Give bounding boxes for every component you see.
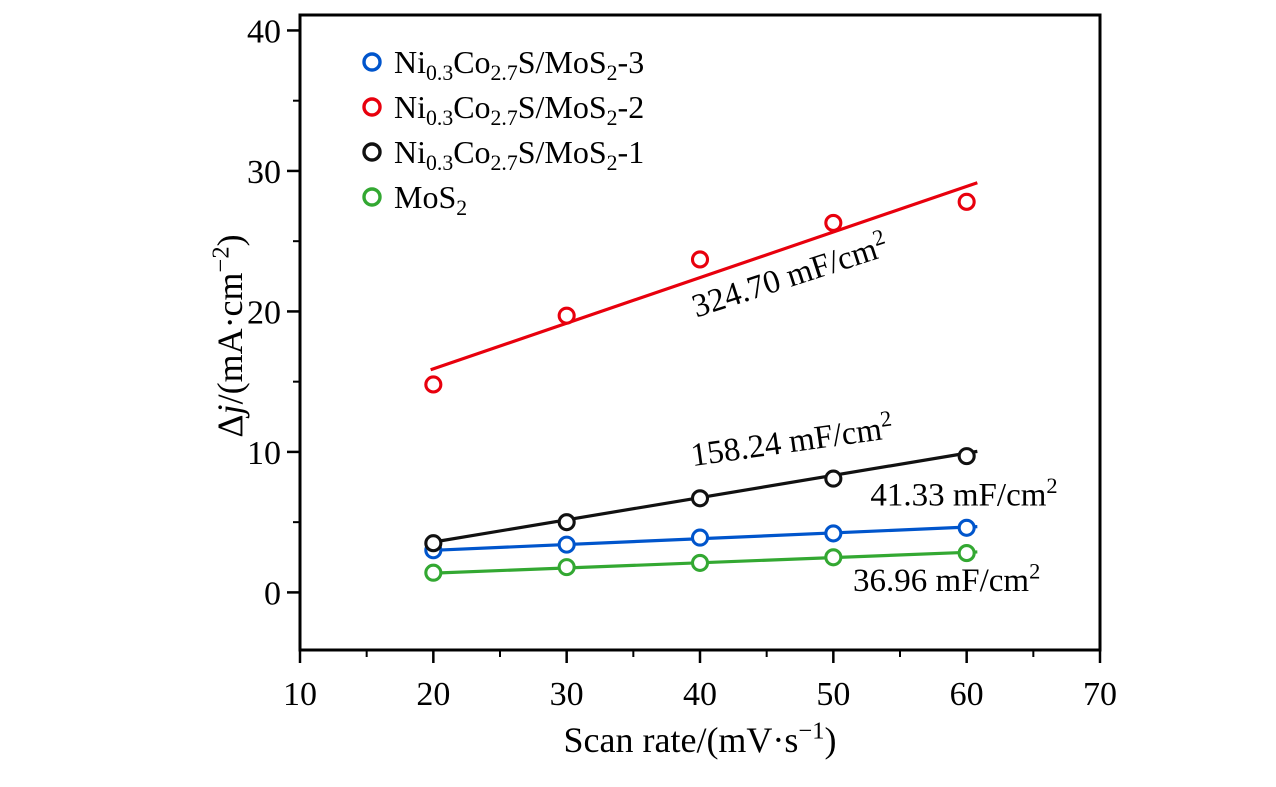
- data-point-marker: [824, 548, 843, 567]
- y-tick-label: 30: [247, 154, 281, 191]
- data-point-marker: [957, 518, 976, 537]
- x-tick-label: 40: [683, 676, 717, 713]
- legend-marker: [362, 142, 382, 162]
- data-point-marker: [957, 544, 976, 563]
- data-point-marker: [690, 250, 710, 269]
- legend-label: MoS2: [394, 179, 467, 220]
- series-MoS2: [424, 544, 978, 582]
- x-tick-label: 50: [816, 676, 850, 713]
- x-tick-label: 30: [550, 676, 584, 713]
- x-axis-title: Scan rate/(mV·s−1): [564, 717, 837, 760]
- legend-marker: [362, 52, 382, 72]
- data-point-marker: [690, 489, 710, 508]
- series-Ni0.3Co2.7S/MoS2-1: [424, 447, 978, 553]
- slope-annotation: 41.33 mF/cm2: [870, 473, 1057, 514]
- x-tick-label: 10: [283, 676, 317, 713]
- x-tick-label: 60: [950, 676, 984, 713]
- series-Ni0.3Co2.7S/MoS2-2: [424, 181, 978, 394]
- x-axis: 10 20 30 40 50 60 70: [283, 650, 1117, 713]
- data-point-marker: [957, 447, 976, 466]
- data-point-marker: [824, 469, 843, 488]
- fit-line: [430, 181, 978, 372]
- legend: Ni0.3Co2.7S/MoS2-3Ni0.3Co2.7S/MoS2-2Ni0.…: [362, 44, 644, 220]
- y-tick-label: 0: [264, 575, 281, 612]
- data-point-marker: [424, 534, 443, 553]
- data-point-marker: [824, 524, 843, 543]
- y-tick-label: 10: [247, 435, 281, 472]
- data-point-marker: [824, 213, 843, 232]
- y-tick-label: 40: [247, 13, 281, 50]
- slope-annotation: 36.96 mF/cm2: [853, 558, 1040, 599]
- data-point-marker: [690, 528, 710, 547]
- data-point-marker: [424, 563, 443, 582]
- y-tick-label: 20: [247, 294, 281, 331]
- data-point-marker: [557, 558, 576, 577]
- legend-marker: [362, 187, 382, 207]
- data-point-marker: [957, 192, 976, 211]
- data-point-marker: [424, 375, 443, 394]
- legend-label: Ni0.3Co2.7S/MoS2-2: [394, 89, 644, 130]
- data-point-marker: [557, 535, 576, 554]
- y-axis-title: Δj/(mA·cm−2): [207, 234, 250, 437]
- legend-marker: [362, 97, 382, 117]
- data-point-marker: [557, 513, 576, 532]
- x-tick-label: 20: [416, 676, 450, 713]
- series-Ni0.3Co2.7S/MoS2-3: [424, 518, 978, 560]
- x-tick-label: 70: [1083, 676, 1117, 713]
- y-axis: 0 10 20 30 40: [247, 13, 300, 612]
- legend-label: Ni0.3Co2.7S/MoS2-3: [394, 44, 644, 85]
- legend-label: Ni0.3Co2.7S/MoS2-1: [394, 134, 644, 175]
- data-point-marker: [557, 306, 576, 325]
- data-point-marker: [690, 553, 710, 572]
